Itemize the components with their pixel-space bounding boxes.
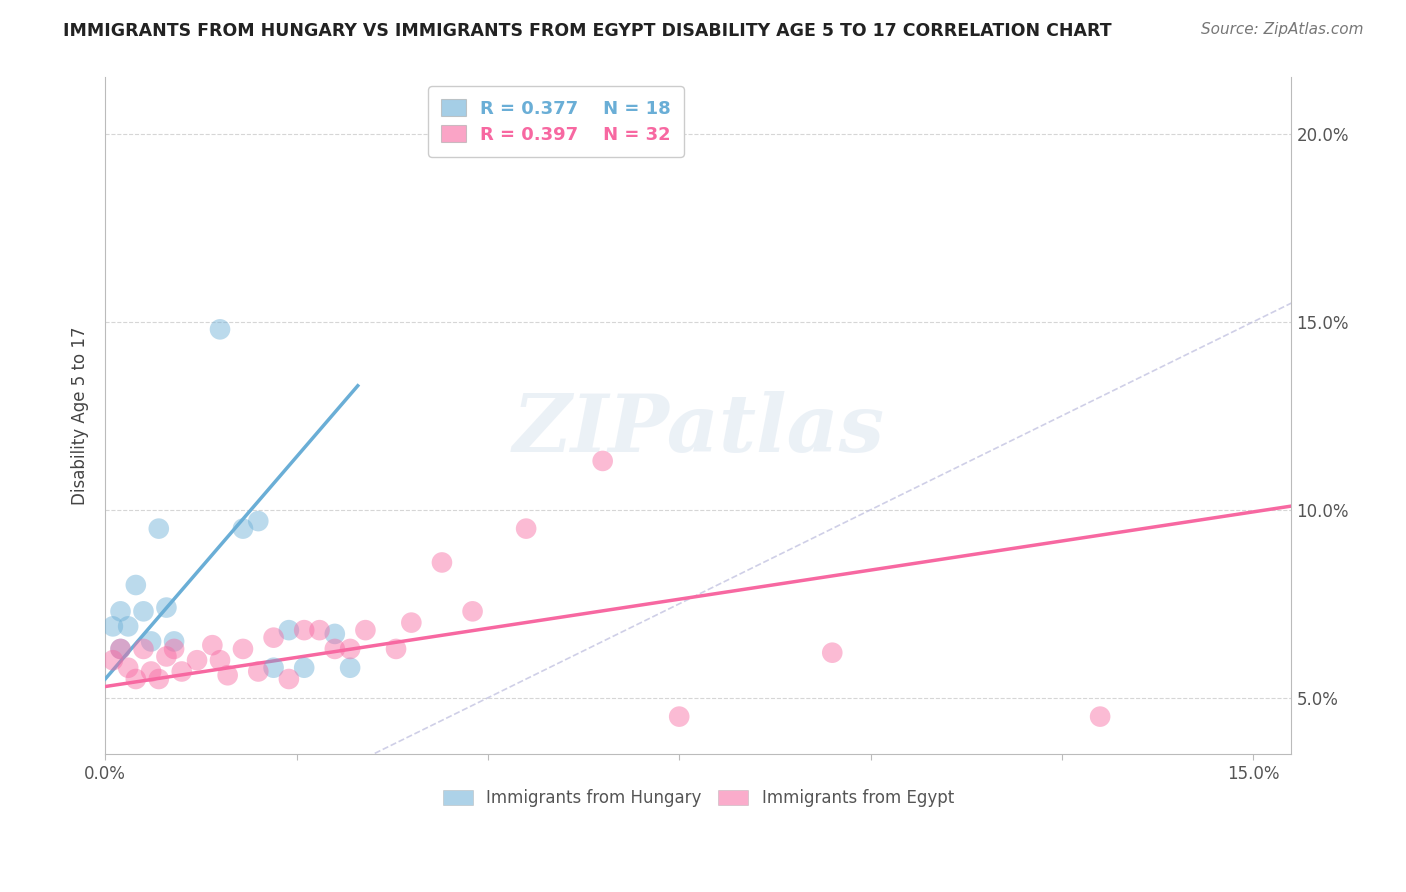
Point <box>821 646 844 660</box>
Point <box>155 600 177 615</box>
Point <box>101 653 124 667</box>
Point <box>125 672 148 686</box>
Point <box>430 556 453 570</box>
Point <box>139 634 162 648</box>
Point <box>232 522 254 536</box>
Point <box>148 672 170 686</box>
Point <box>110 604 132 618</box>
Point <box>461 604 484 618</box>
Text: IMMIGRANTS FROM HUNGARY VS IMMIGRANTS FROM EGYPT DISABILITY AGE 5 TO 17 CORRELAT: IMMIGRANTS FROM HUNGARY VS IMMIGRANTS FR… <box>63 22 1112 40</box>
Text: ZIPatlas: ZIPatlas <box>512 391 884 468</box>
Point <box>323 627 346 641</box>
Point <box>247 665 270 679</box>
Point <box>232 642 254 657</box>
Point <box>148 522 170 536</box>
Y-axis label: Disability Age 5 to 17: Disability Age 5 to 17 <box>72 326 89 505</box>
Point <box>592 454 614 468</box>
Point <box>668 709 690 723</box>
Point <box>132 642 155 657</box>
Point <box>277 623 299 637</box>
Point <box>208 322 231 336</box>
Point <box>263 631 285 645</box>
Point <box>110 642 132 657</box>
Point <box>401 615 423 630</box>
Point <box>163 634 186 648</box>
Point <box>1088 709 1111 723</box>
Point <box>201 638 224 652</box>
Point <box>163 642 186 657</box>
Point <box>308 623 330 637</box>
Point <box>170 665 193 679</box>
Point <box>339 642 361 657</box>
Point <box>155 649 177 664</box>
Legend: Immigrants from Hungary, Immigrants from Egypt: Immigrants from Hungary, Immigrants from… <box>436 782 960 814</box>
Point <box>117 619 139 633</box>
Point <box>110 642 132 657</box>
Text: Source: ZipAtlas.com: Source: ZipAtlas.com <box>1201 22 1364 37</box>
Point <box>385 642 408 657</box>
Point <box>292 623 315 637</box>
Point <box>277 672 299 686</box>
Point <box>292 661 315 675</box>
Point <box>339 661 361 675</box>
Point <box>323 642 346 657</box>
Point <box>117 661 139 675</box>
Point <box>354 623 377 637</box>
Point <box>208 653 231 667</box>
Point <box>101 619 124 633</box>
Point <box>125 578 148 592</box>
Point <box>263 661 285 675</box>
Point <box>139 665 162 679</box>
Point <box>132 604 155 618</box>
Point <box>247 514 270 528</box>
Point <box>553 804 575 818</box>
Point <box>515 522 537 536</box>
Point <box>186 653 208 667</box>
Point <box>217 668 239 682</box>
